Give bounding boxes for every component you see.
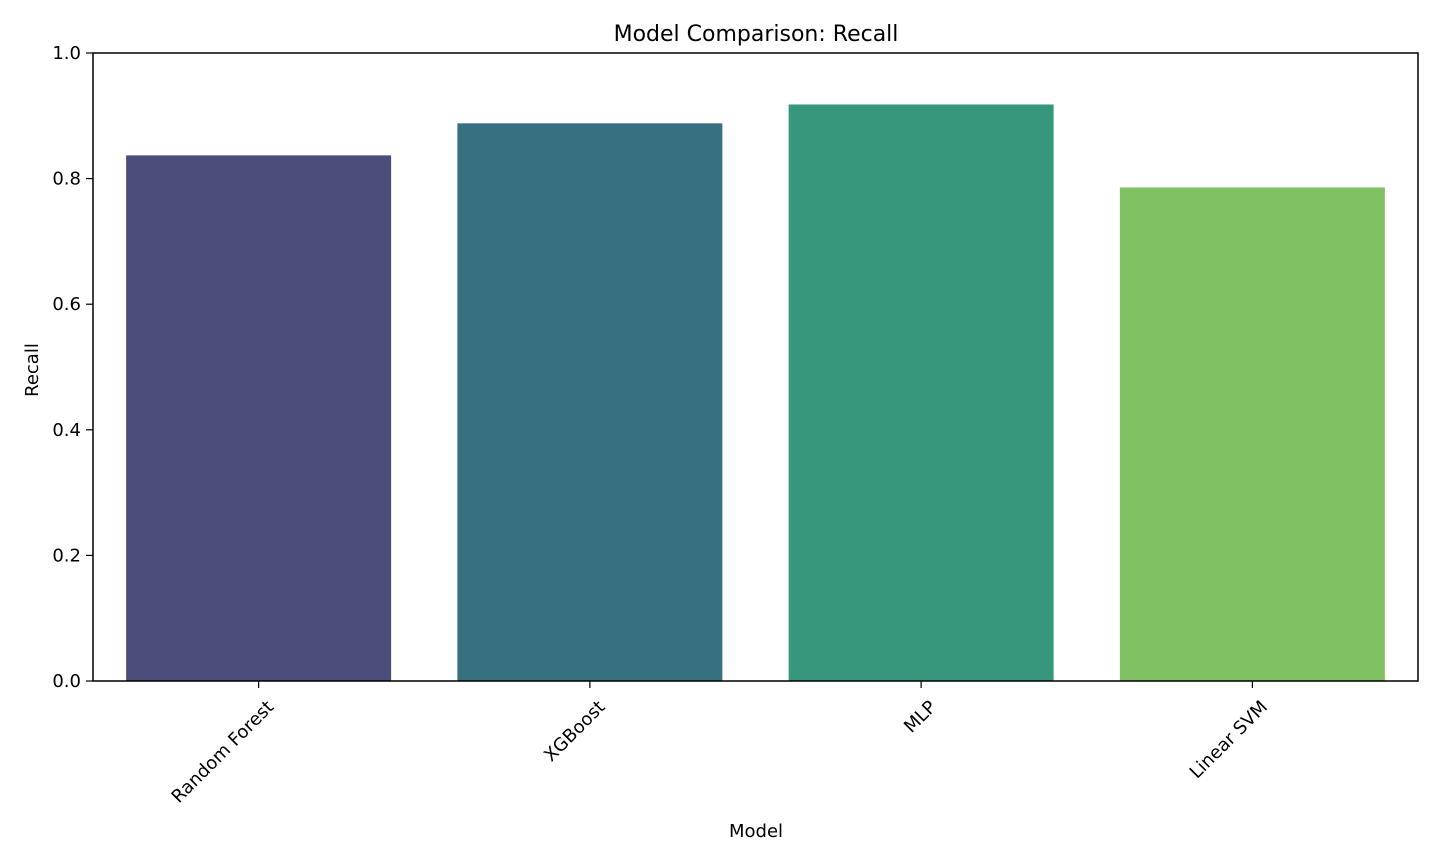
y-axis-ticks: 0.0 0.2 0.4 0.6 0.8 1.0 [52,43,93,692]
y-axis-label: Recall [22,343,43,397]
y-tick-label: 0.0 [52,671,81,692]
x-axis-ticks: Random Forest XGBoost MLP Linear SVM [168,681,1272,807]
x-axis-label: Model [729,821,783,842]
plot-frame [92,52,1419,682]
bar-linear-svm [1119,187,1385,681]
x-tick-label: Linear SVM [1186,697,1272,783]
chart-title: Model Comparison: Recall [614,22,899,47]
bar-random-forest [126,155,392,681]
y-tick-label: 0.6 [52,294,81,315]
bar-mlp [788,104,1054,682]
y-tick-label: 0.2 [52,545,81,566]
x-tick-label: Random Forest [168,697,279,808]
x-tick-label: XGBoost [540,697,609,766]
y-tick-label: 0.8 [52,169,81,190]
bars-group [126,104,1385,682]
y-tick-label: 0.4 [52,420,81,441]
bar-xgboost [457,123,723,681]
y-tick-label: 1.0 [52,43,81,64]
x-tick-label: MLP [900,697,941,738]
